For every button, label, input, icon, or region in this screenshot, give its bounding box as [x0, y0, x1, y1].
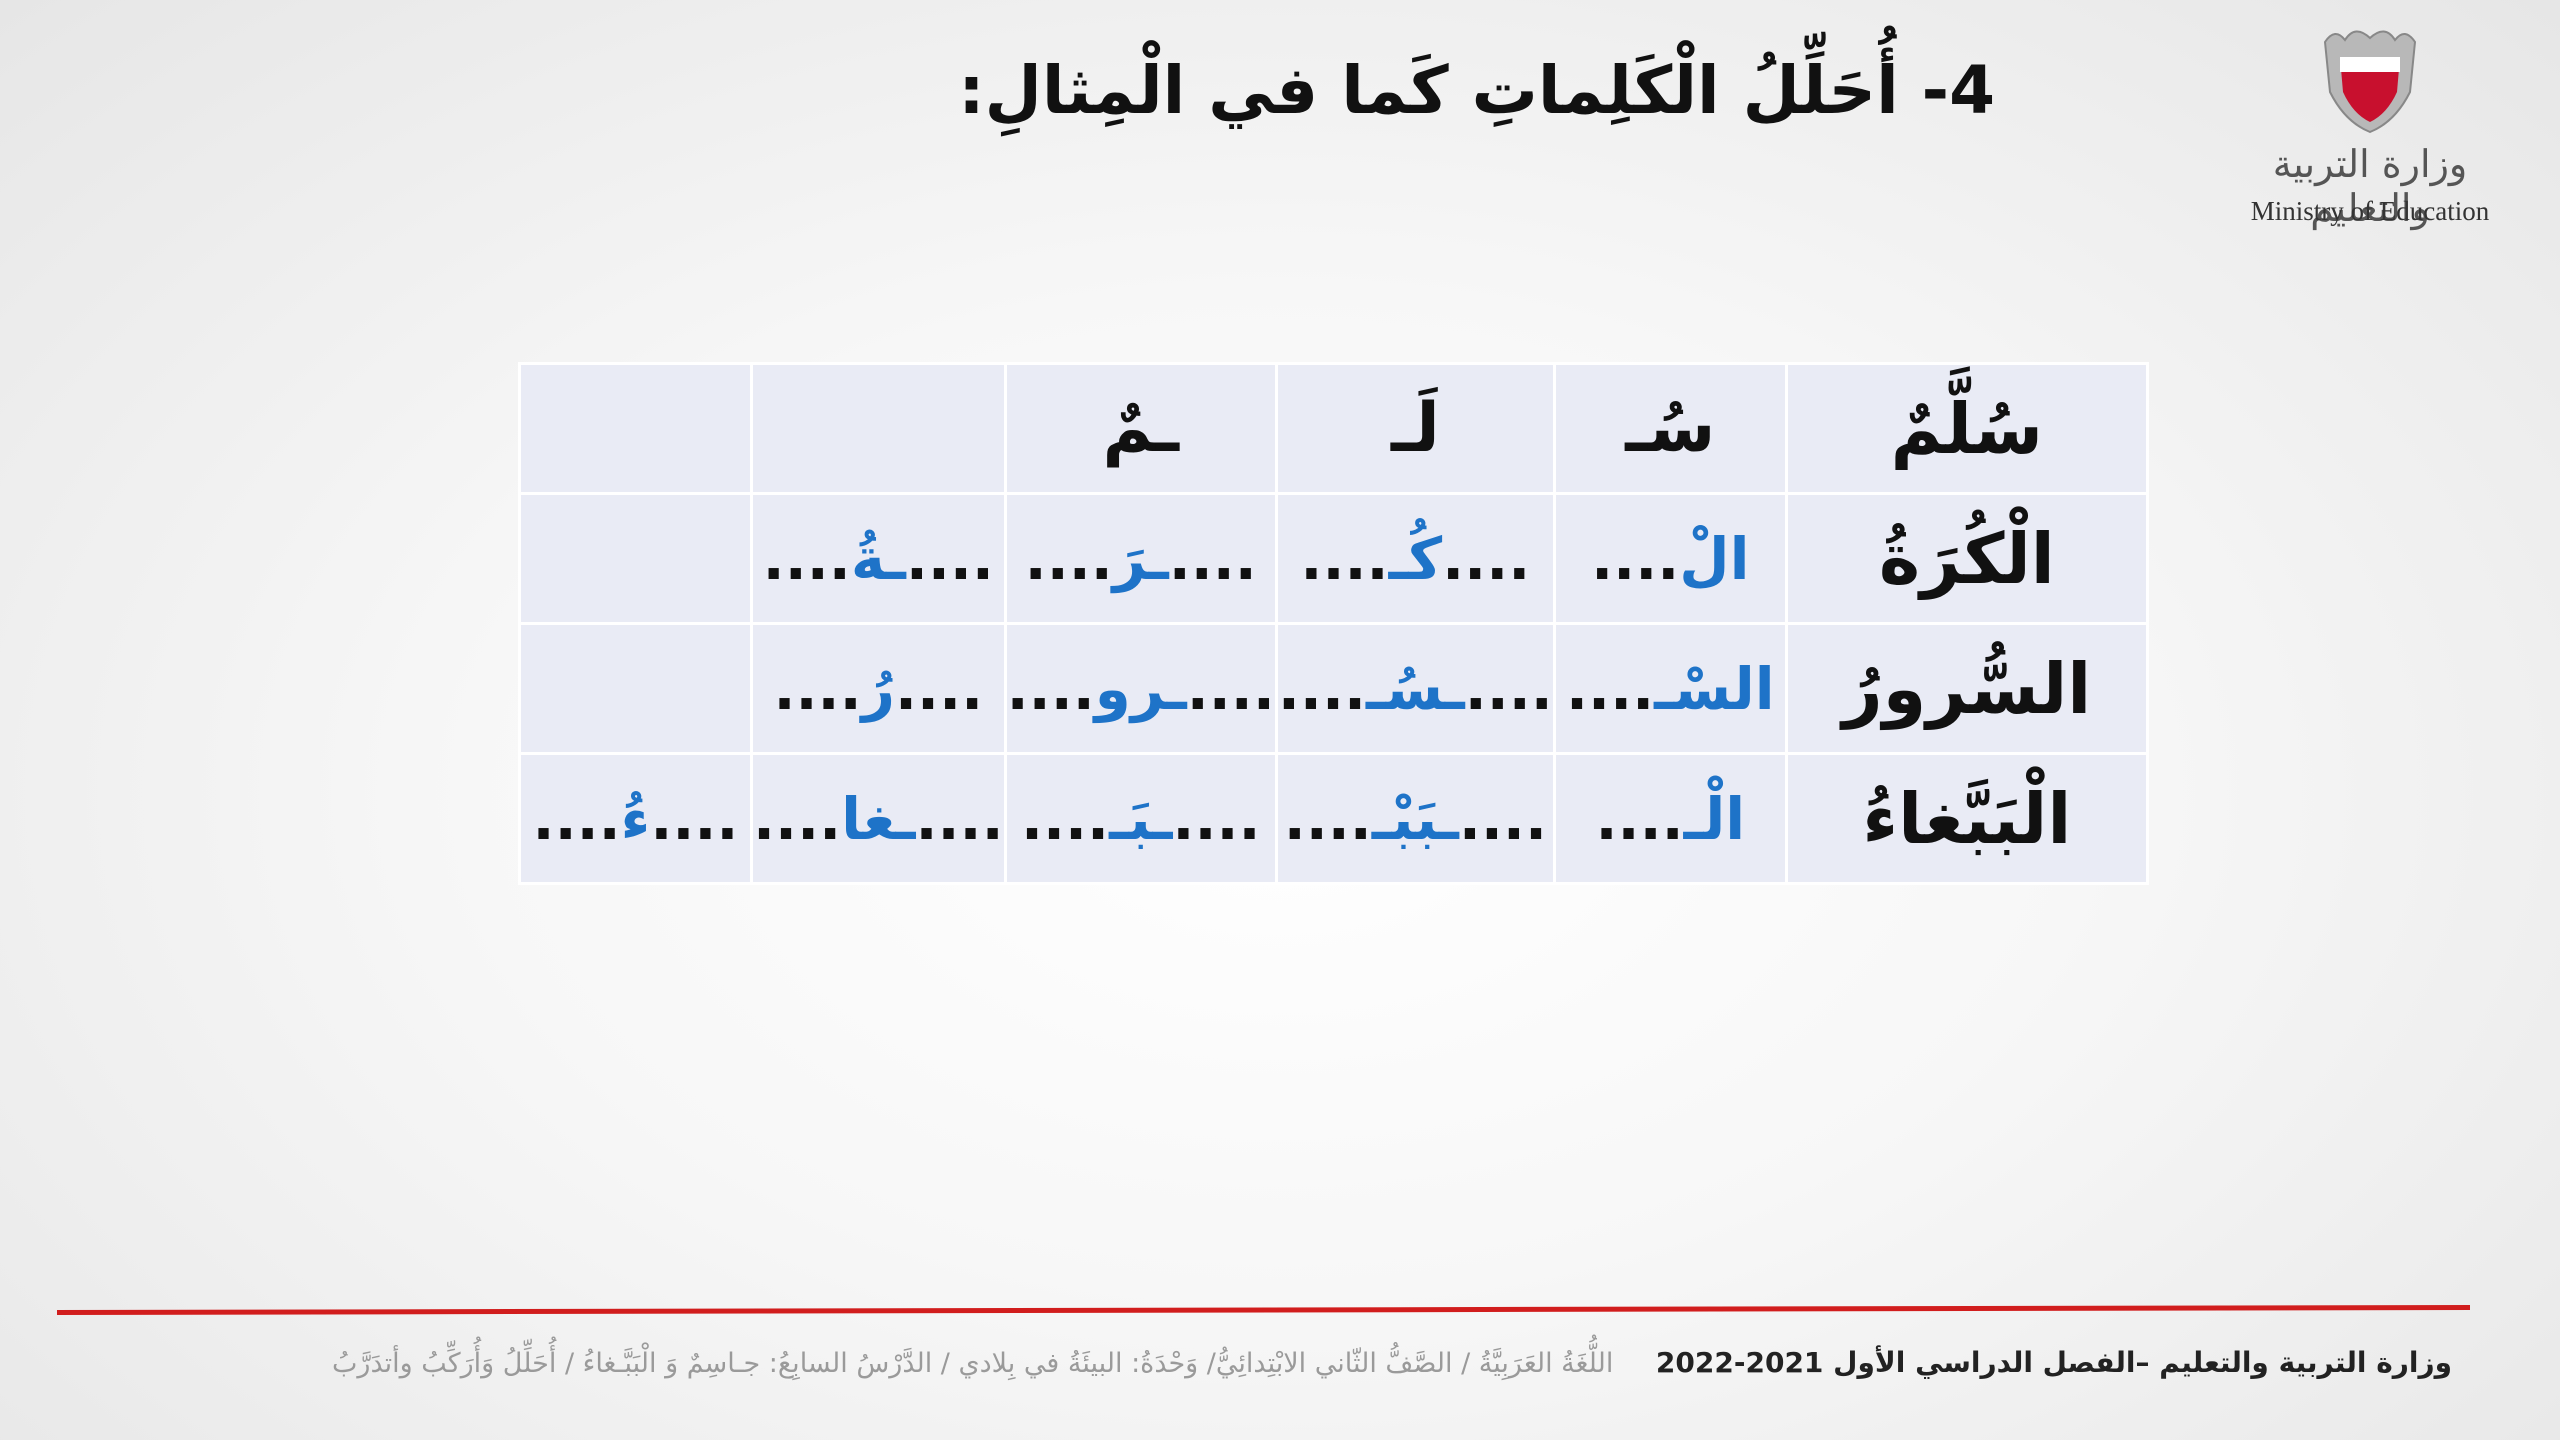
dots: ....: [1168, 524, 1257, 593]
answer-syllable: الْ: [1679, 524, 1750, 593]
empty-cell: [518, 492, 753, 625]
dots: ....: [905, 524, 994, 593]
empty-cell: [518, 622, 753, 755]
dots: ....: [895, 654, 984, 723]
answer-syllable: الْـ: [1683, 784, 1746, 853]
answer-fill: ....ـغا....: [753, 785, 1004, 853]
table-row: السُّرورُ السْـ.... ....ـسُـ.... ....ـرو...…: [518, 622, 2149, 755]
dots: ....: [915, 784, 1004, 853]
answer-syllable: ـرو: [1094, 654, 1187, 723]
answer-cell: ....ـرَ....: [1003, 492, 1278, 625]
dots: ....: [753, 784, 842, 853]
emblem-icon: [2323, 30, 2417, 134]
answer-fill: ....ـةُ....: [763, 525, 994, 593]
ministry-logo: وزارة التربية والتعليم Ministry of Educa…: [2220, 22, 2520, 237]
answer-syllable: ـسُـ: [1366, 654, 1465, 723]
footer-lesson-info: اللُّغَةُ العَرَبِيَّةُ / الصَّفُّ الثّا…: [332, 1348, 1614, 1379]
logo-english-text: Ministry of Education: [2250, 196, 2490, 226]
answer-cell: ....ـسُـ....: [1274, 622, 1556, 755]
answer-fill: الْـ....: [1596, 785, 1746, 853]
answer-fill: الْ....: [1591, 525, 1749, 593]
empty-cell: [750, 362, 1007, 495]
exercise-title: 4- أُحَلِّلُ الْكَلِماتِ كَما في الْمِثا…: [958, 52, 1995, 129]
dots: ....: [1442, 524, 1531, 593]
answer-cell: ....ـبَبْـ....: [1274, 752, 1556, 885]
dots: ....: [1172, 784, 1261, 853]
answer-cell: ....ـرو....: [1003, 622, 1278, 755]
answer-fill: ....رُ....: [773, 655, 983, 723]
answer-cell: ....ـةُ....: [750, 492, 1007, 625]
answer-cell: ....رُ....: [750, 622, 1007, 755]
syllable-cell: لَـ: [1274, 362, 1556, 495]
answer-cell: ....ءُ....: [518, 752, 753, 885]
answer-fill: ....ـبَـ....: [1021, 785, 1261, 853]
dots: ....: [650, 784, 739, 853]
dots: ....: [1464, 654, 1553, 723]
answer-fill: السْـ....: [1566, 655, 1775, 723]
empty-cell: [518, 362, 753, 495]
footer-ministry-term: وزارة التربية والتعليم –الفصل الدراسي ال…: [1655, 1346, 2452, 1379]
dots: ....: [1595, 784, 1684, 853]
dots: ....: [1006, 654, 1095, 723]
word-cell: السُّرورُ: [1784, 622, 2149, 755]
dots: ....: [762, 524, 851, 593]
answer-fill: ....ـسُـ....: [1278, 655, 1553, 723]
answer-syllable: ـبَبْـ: [1371, 784, 1459, 853]
answer-syllable: ـةُ: [850, 524, 906, 593]
dots: ....: [1458, 784, 1547, 853]
table-row: سُلَّمٌ سُـ لَـ ـمٌ: [518, 362, 2149, 495]
word-cell: سُلَّمٌ: [1784, 362, 2149, 495]
answer-cell: الْ....: [1552, 492, 1788, 625]
answer-fill: ....ـرو....: [1007, 655, 1275, 723]
syllable-cell: ـمٌ: [1003, 362, 1278, 495]
answer-syllable: كُـ: [1388, 524, 1443, 593]
word-cell: الْكُرَةُ: [1784, 492, 2149, 625]
dots: ....: [1277, 654, 1367, 723]
answer-fill: ....ءُ....: [533, 785, 739, 853]
syllable-cell: سُـ: [1552, 362, 1788, 495]
logo-arabic-text: وزارة التربية والتعليم: [2272, 142, 2468, 230]
dots: ....: [1024, 524, 1113, 593]
dots: ....: [773, 654, 862, 723]
answer-syllable: ـغا: [841, 784, 916, 853]
answer-cell: ....ـغا....: [750, 752, 1007, 885]
dots: ....: [1020, 784, 1110, 853]
answer-syllable: ـبَـ: [1109, 784, 1173, 853]
dots: ....: [1186, 654, 1275, 723]
answer-cell: السْـ....: [1552, 622, 1788, 755]
table-row: الْكُرَةُ الْ.... ....كُـ.... ....ـرَ......…: [518, 492, 2149, 625]
answer-cell: ....كُـ....: [1274, 492, 1556, 625]
dots: ....: [1566, 654, 1655, 723]
answer-fill: ....ـرَ....: [1025, 525, 1257, 593]
word-cell: الْبَبَّغاءُ: [1784, 752, 2149, 885]
answer-syllable: ءُ: [620, 784, 651, 853]
table-row: الْبَبَّغاءُ الْـ.... ....ـبَبْـ.... ....ـب…: [518, 752, 2149, 885]
dots: ....: [532, 784, 621, 853]
footer-divider: [56, 1304, 2470, 1315]
answer-syllable: ـرَ: [1112, 524, 1169, 593]
dots: ....: [1300, 524, 1389, 593]
answer-syllable: رُ: [861, 654, 895, 723]
answer-syllable: السْـ: [1654, 654, 1775, 723]
dots: ....: [1591, 524, 1680, 593]
answer-cell: ....ـبَـ....: [1003, 752, 1278, 885]
answer-fill: ....كُـ....: [1300, 525, 1530, 593]
dots: ....: [1283, 784, 1372, 853]
answer-fill: ....ـبَبْـ....: [1284, 785, 1547, 853]
analysis-table: سُلَّمٌ سُـ لَـ ـمٌ الْكُرَةُ الْ.... ....كُـ.…: [518, 362, 2149, 885]
answer-cell: الْـ....: [1552, 752, 1788, 885]
